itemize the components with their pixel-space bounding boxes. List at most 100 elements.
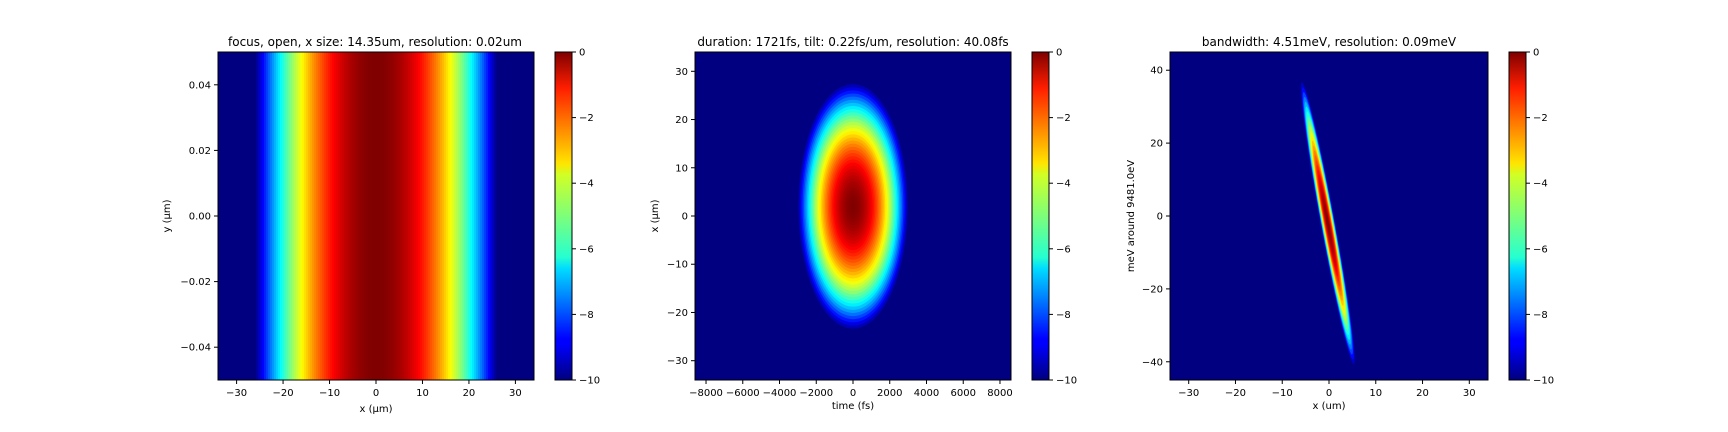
- heatmap-cell: [444, 52, 447, 380]
- colorbar-tick-label: −6: [579, 244, 594, 255]
- heatmap-cell: [306, 52, 309, 380]
- heatmap-cell: [460, 52, 463, 380]
- heatmap-cell: [494, 52, 497, 380]
- heatmap-contour: [851, 203, 855, 210]
- y-tick-label: 0.00: [189, 212, 211, 223]
- heatmap-cell: [354, 52, 357, 380]
- heatmap-cell: [428, 52, 431, 380]
- heatmap-cell: [368, 52, 371, 380]
- heatmap-cell: [300, 52, 303, 380]
- x-tick-label: −20: [1225, 388, 1246, 399]
- x-tick-label: 20: [463, 388, 476, 399]
- heatmap-cell: [304, 52, 307, 380]
- x-tick-label: 10: [416, 388, 429, 399]
- heatmap-cell: [278, 52, 281, 380]
- heatmap-cell: [430, 52, 433, 380]
- heatmap-cell: [452, 52, 455, 380]
- panel-focus: focus, open, x size: 14.35um, resolution…: [162, 35, 600, 415]
- heatmap-cell: [468, 52, 471, 380]
- panel-3-heatmap: [1170, 52, 1488, 380]
- colorbar-tick-label: 0: [1056, 48, 1062, 59]
- heatmap-cell: [310, 52, 313, 380]
- heatmap-cell: [272, 52, 275, 380]
- colorbar-tick-label: −10: [1056, 376, 1077, 387]
- y-tick-label: 0.02: [189, 146, 211, 157]
- heatmap-cell: [312, 52, 315, 380]
- heatmap-cell: [392, 52, 395, 380]
- heatmap-cell: [388, 52, 391, 380]
- panel-duration: duration: 1721fs, tilt: 0.22fs/um, resol…: [650, 35, 1077, 412]
- heatmap-cell: [390, 52, 393, 380]
- heatmap-cell: [410, 52, 413, 380]
- heatmap-cell: [406, 52, 409, 380]
- heatmap-cell: [482, 52, 485, 380]
- heatmap-cell: [400, 52, 403, 380]
- x-tick-label: −10: [1272, 388, 1293, 399]
- heatmap-cell: [490, 52, 493, 380]
- heatmap-cell: [412, 52, 415, 380]
- heatmap-cell: [466, 52, 469, 380]
- heatmap-contour: [1326, 218, 1330, 229]
- heatmap-cell: [328, 52, 331, 380]
- heatmap-cell: [288, 52, 291, 380]
- heatmap-cell: [268, 52, 271, 380]
- heatmap-cell: [322, 52, 325, 380]
- heatmap-cell: [298, 52, 301, 380]
- heatmap-cell: [382, 52, 385, 380]
- y-tick-label: 10: [675, 163, 688, 174]
- heatmap-cell: [374, 52, 377, 380]
- heatmap-cell: [448, 52, 451, 380]
- heatmap-cell: [422, 52, 425, 380]
- panel-2-y-label: x (μm): [650, 199, 661, 232]
- heatmap-cell: [394, 52, 397, 380]
- colorbar-tick-label: −6: [1533, 244, 1548, 255]
- heatmap-cell: [464, 52, 467, 380]
- heatmap-cell: [440, 52, 443, 380]
- heatmap-cell: [462, 52, 465, 380]
- x-tick-label: 30: [509, 388, 522, 399]
- x-tick-label: 2000: [877, 388, 902, 399]
- y-tick-label: −30: [667, 356, 688, 367]
- heatmap-cell: [292, 52, 295, 380]
- heatmap-cell: [334, 52, 337, 380]
- heatmap-cell: [486, 52, 489, 380]
- colorbar-tick-label: −2: [1056, 113, 1071, 124]
- x-tick-label: 30: [1463, 388, 1476, 399]
- colorbar-tick-label: 0: [579, 48, 585, 59]
- heatmap-cell: [356, 52, 359, 380]
- panel-3-colorbar: [1508, 51, 1527, 381]
- heatmap-cell: [270, 52, 273, 380]
- heatmap-cell: [360, 52, 363, 380]
- y-tick-label: 30: [675, 67, 688, 78]
- heatmap-cell: [340, 52, 343, 380]
- heatmap-cell: [326, 52, 329, 380]
- heatmap-cell: [424, 52, 427, 380]
- y-tick-label: −10: [667, 260, 688, 271]
- heatmap-cell: [366, 52, 369, 380]
- heatmap-cell: [438, 52, 441, 380]
- heatmap-cell: [342, 52, 345, 380]
- heatmap-cell: [386, 52, 389, 380]
- heatmap-cell: [378, 52, 381, 380]
- panel-3-y-label: meV around 9481.0eV: [1126, 160, 1137, 272]
- heatmap-cell: [364, 52, 367, 380]
- x-tick-label: −6000: [726, 388, 760, 399]
- panel-1-title: focus, open, x size: 14.35um, resolution…: [228, 35, 522, 49]
- heatmap-cell: [262, 52, 265, 380]
- heatmap-cell: [404, 52, 407, 380]
- heatmap-cell: [338, 52, 341, 380]
- heatmap-cell: [332, 52, 335, 380]
- panel-3-x-ticks: −30 −20 −10 0 10 20 30: [1178, 380, 1476, 399]
- panel-2-heatmap: [695, 52, 1011, 380]
- y-tick-label: 0: [1157, 212, 1163, 223]
- x-tick-label: 8000: [987, 388, 1012, 399]
- heatmap-cell: [280, 52, 283, 380]
- heatmap-cell: [308, 52, 311, 380]
- heatmap-cell: [470, 52, 473, 380]
- panel-1-heatmap: [218, 52, 534, 380]
- heatmap-cell: [420, 52, 423, 380]
- heatmap-cell: [316, 52, 319, 380]
- heatmap-cell: [352, 52, 355, 380]
- colorbar-tick-label: 0: [1533, 48, 1539, 59]
